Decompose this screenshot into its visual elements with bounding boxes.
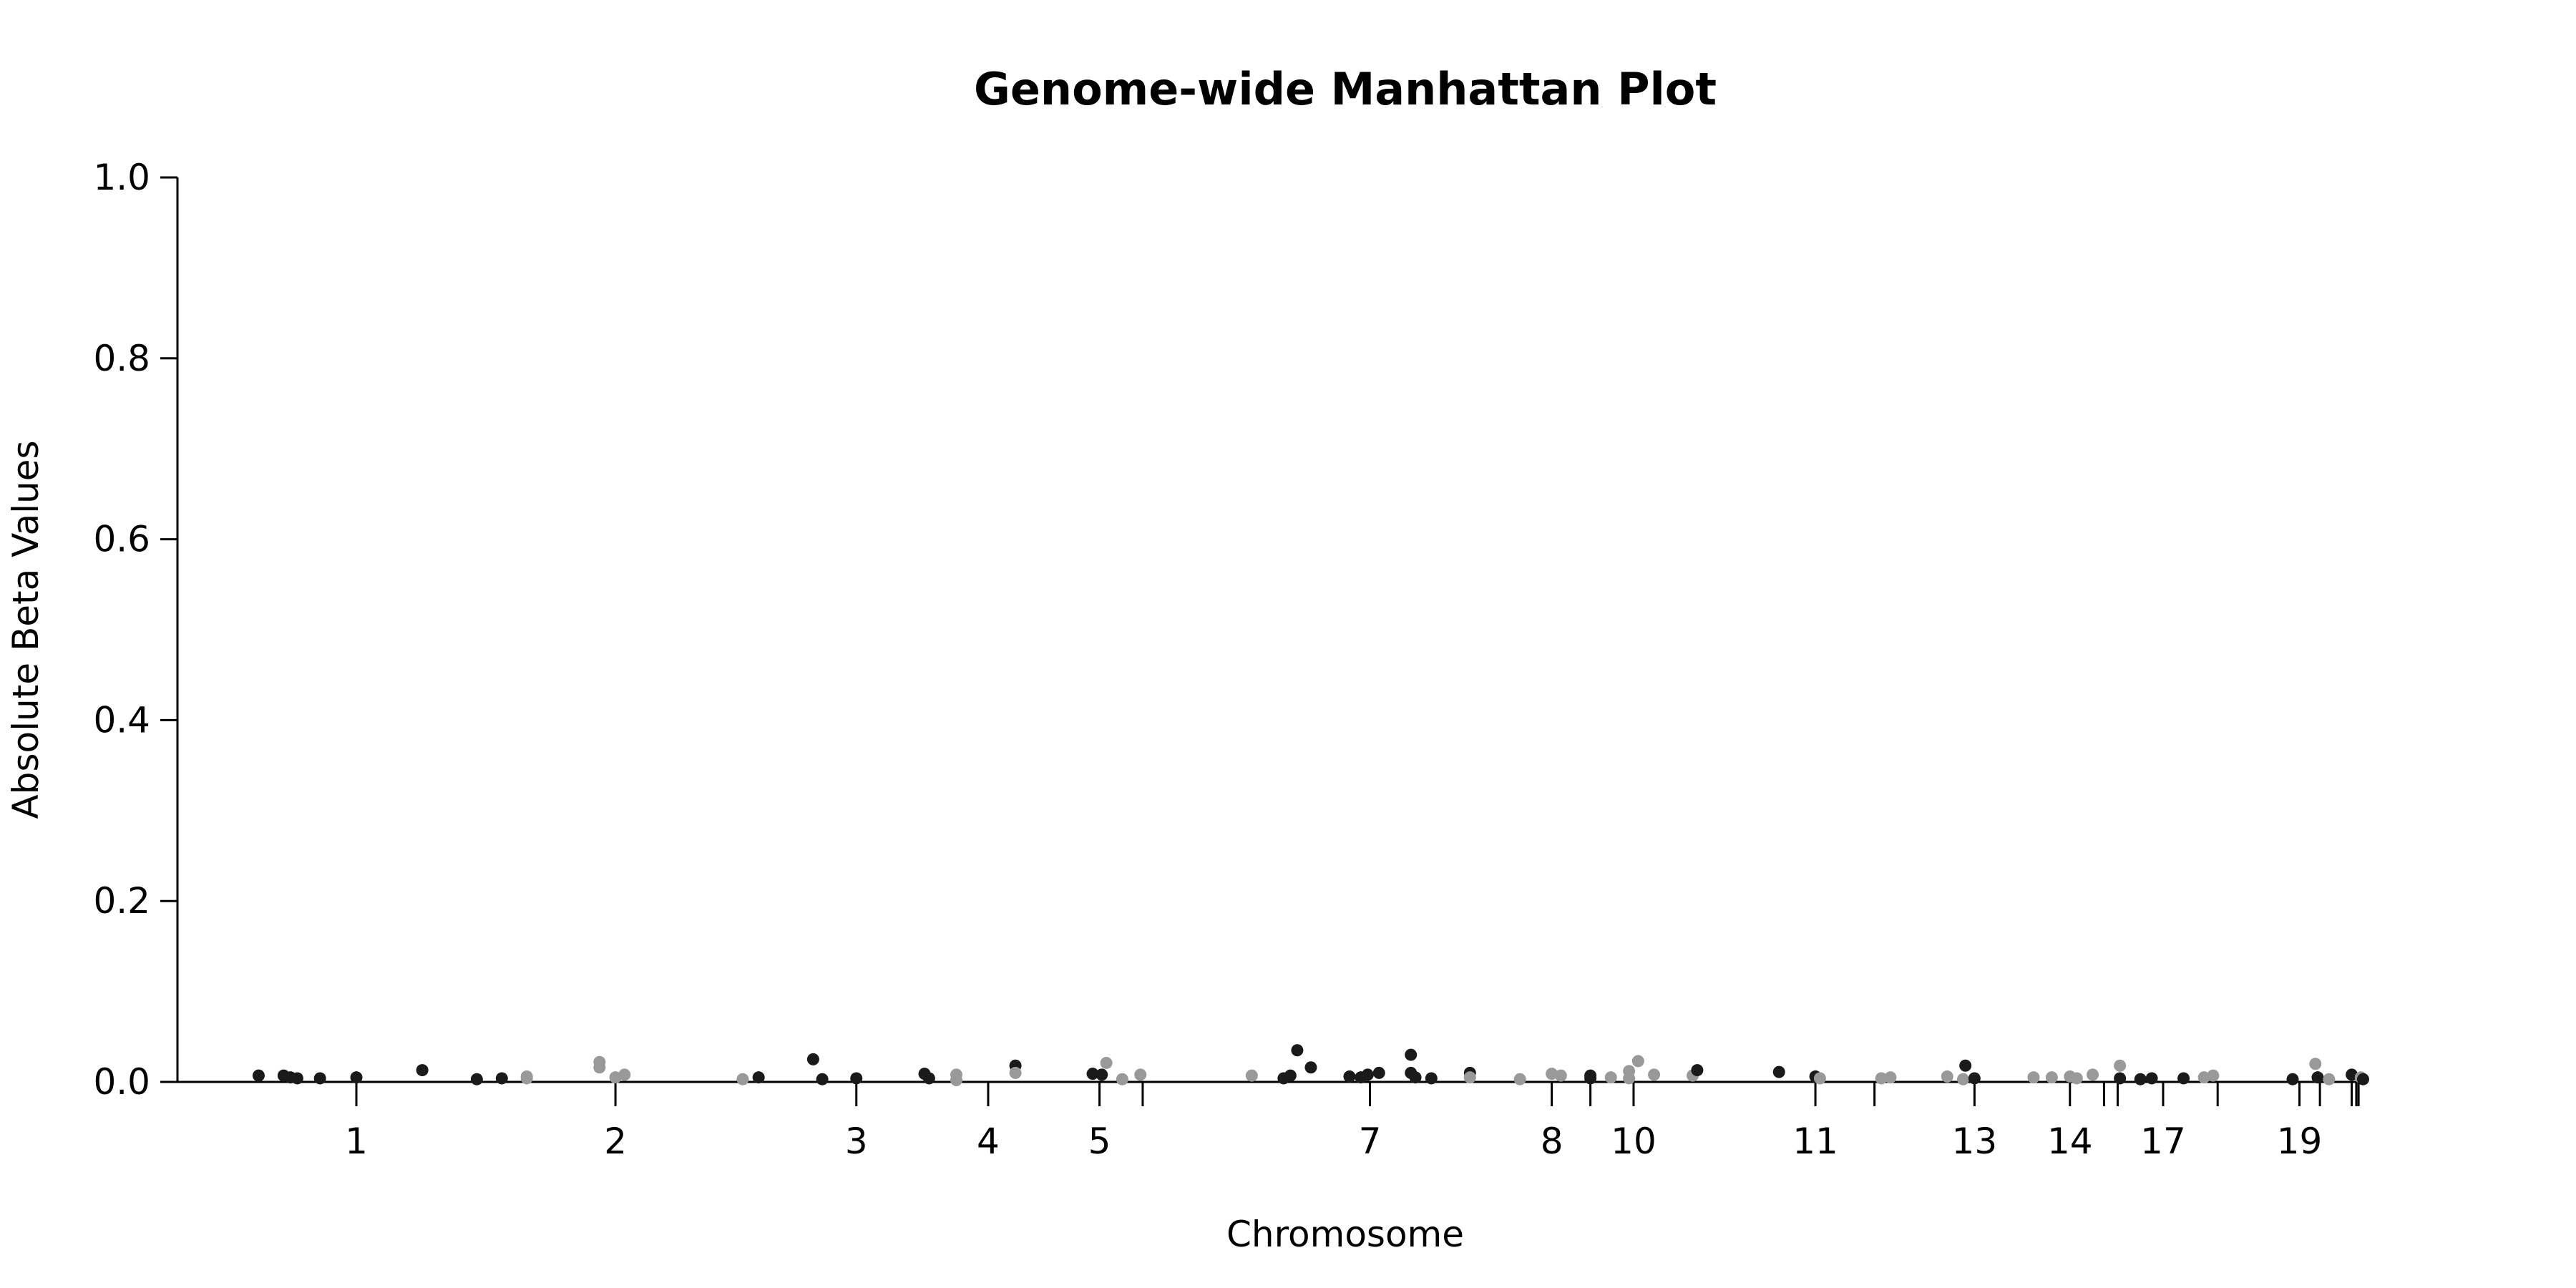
data-point bbox=[1956, 1073, 1969, 1085]
y-tick-label: 0.0 bbox=[93, 1061, 150, 1103]
data-point bbox=[950, 1073, 963, 1086]
y-tick-label: 0.6 bbox=[93, 519, 150, 560]
x-tick-label: 4 bbox=[977, 1121, 1000, 1162]
data-point bbox=[2197, 1071, 2210, 1084]
data-point bbox=[816, 1073, 829, 1085]
data-point bbox=[1959, 1059, 1972, 1072]
data-point bbox=[2114, 1072, 2127, 1085]
data-point bbox=[1009, 1066, 1022, 1079]
data-point bbox=[806, 1053, 819, 1065]
x-tick-label: 3 bbox=[845, 1121, 868, 1162]
data-point bbox=[1584, 1072, 1597, 1085]
x-tick-label: 5 bbox=[1088, 1121, 1111, 1162]
data-point bbox=[470, 1073, 483, 1085]
x-tick-label: 8 bbox=[1541, 1121, 1563, 1162]
y-tick-label: 0.4 bbox=[93, 699, 150, 741]
data-point bbox=[1361, 1068, 1374, 1081]
data-point bbox=[350, 1071, 363, 1084]
data-point bbox=[1513, 1073, 1526, 1085]
x-tick-label: 7 bbox=[1359, 1121, 1382, 1162]
data-point bbox=[922, 1072, 935, 1085]
chart-title: Genome-wide Manhattan Plot bbox=[974, 63, 1717, 115]
data-point bbox=[593, 1061, 606, 1074]
data-point bbox=[2027, 1071, 2040, 1084]
x-tick-label: 2 bbox=[604, 1121, 627, 1162]
data-point bbox=[752, 1071, 765, 1084]
data-point bbox=[1372, 1066, 1385, 1079]
data-point bbox=[2311, 1071, 2324, 1084]
data-point bbox=[252, 1069, 265, 1082]
y-tick-label: 1.0 bbox=[93, 157, 150, 198]
data-point bbox=[1343, 1070, 1356, 1083]
y-axis-label: Absolute Beta Values bbox=[5, 441, 47, 819]
data-point bbox=[2286, 1073, 2299, 1085]
data-point bbox=[416, 1064, 429, 1077]
x-tick-label: 17 bbox=[2140, 1121, 2186, 1162]
data-point bbox=[2207, 1069, 2220, 1082]
data-point bbox=[1463, 1071, 1476, 1084]
data-point bbox=[1631, 1055, 1644, 1068]
data-point bbox=[1116, 1073, 1128, 1085]
x-tick-label: 1 bbox=[345, 1121, 368, 1162]
y-tick-label: 0.8 bbox=[93, 338, 150, 379]
data-point bbox=[1096, 1068, 1108, 1081]
data-points bbox=[252, 1044, 2369, 1086]
data-point bbox=[850, 1072, 863, 1085]
data-point bbox=[2145, 1072, 2158, 1085]
data-point bbox=[1884, 1071, 1897, 1084]
x-tick-label: 14 bbox=[2047, 1121, 2093, 1162]
axes: 0.0 0.2 0.4 0.6 0.8 1.0 1 2 3 4 5 7 8 10 11 13 14 17 19 bbox=[93, 157, 2366, 1162]
x-tick-label: 13 bbox=[1952, 1121, 1998, 1162]
data-point bbox=[736, 1073, 749, 1085]
data-point bbox=[1100, 1056, 1113, 1069]
data-point bbox=[2309, 1058, 2322, 1070]
data-point bbox=[2045, 1071, 2058, 1084]
x-tick-label: 19 bbox=[2277, 1121, 2323, 1162]
data-point bbox=[1813, 1072, 1826, 1085]
data-point bbox=[1623, 1072, 1636, 1085]
data-point bbox=[1245, 1069, 1258, 1082]
data-point bbox=[291, 1072, 303, 1085]
data-point bbox=[1405, 1048, 1418, 1061]
data-point bbox=[495, 1072, 508, 1085]
data-point bbox=[2087, 1068, 2099, 1081]
data-point bbox=[1648, 1068, 1661, 1081]
data-point bbox=[1304, 1061, 1317, 1074]
data-point bbox=[2323, 1073, 2336, 1085]
data-point bbox=[1134, 1068, 1147, 1081]
data-point bbox=[1409, 1071, 1422, 1084]
data-point bbox=[2114, 1059, 2127, 1072]
data-point bbox=[1968, 1072, 1981, 1085]
data-point bbox=[1875, 1072, 1888, 1085]
data-point bbox=[2177, 1072, 2190, 1085]
data-point bbox=[2356, 1073, 2369, 1085]
data-point bbox=[1546, 1068, 1558, 1080]
data-point bbox=[1604, 1071, 1617, 1084]
x-tick-label: 10 bbox=[1611, 1121, 1657, 1162]
data-point bbox=[1425, 1072, 1438, 1085]
data-point bbox=[2070, 1072, 2083, 1085]
x-tick-label: 11 bbox=[1792, 1121, 1838, 1162]
data-point bbox=[1691, 1064, 1704, 1077]
data-point bbox=[618, 1068, 631, 1081]
data-point bbox=[1284, 1069, 1297, 1082]
data-point bbox=[313, 1072, 326, 1085]
data-point bbox=[2134, 1073, 2147, 1085]
data-point bbox=[1941, 1070, 1953, 1083]
y-tick-label: 0.2 bbox=[93, 880, 150, 922]
data-point bbox=[520, 1072, 533, 1085]
x-axis-label: Chromosome bbox=[1226, 1214, 1464, 1255]
data-point bbox=[1291, 1044, 1304, 1057]
data-point bbox=[1772, 1065, 1785, 1078]
data-point bbox=[1554, 1069, 1567, 1082]
data-point bbox=[1086, 1068, 1099, 1080]
